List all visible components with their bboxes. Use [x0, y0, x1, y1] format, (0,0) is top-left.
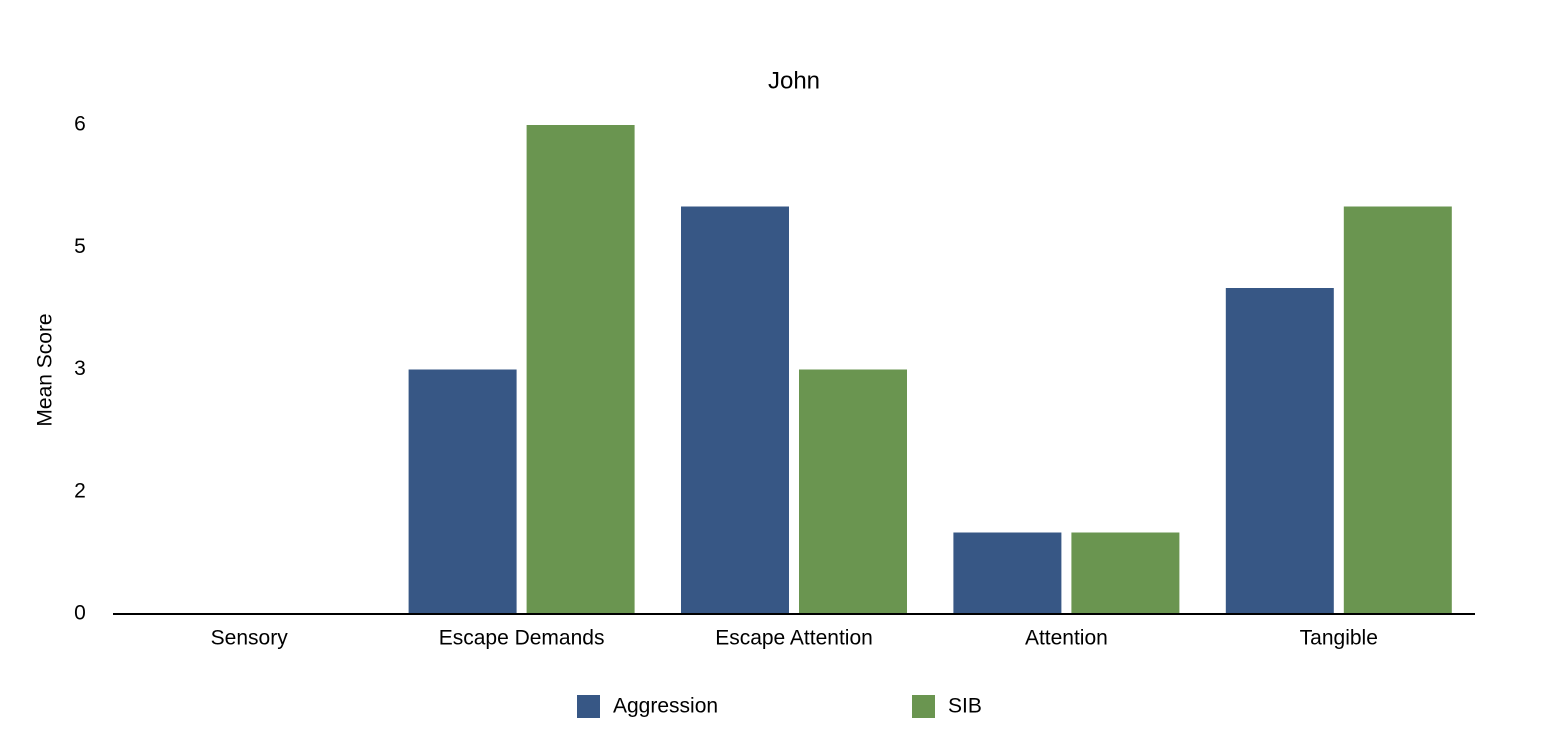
x-tick-label: Escape Demands: [439, 627, 605, 650]
bar: [526, 125, 635, 614]
y-tick-label: 5: [74, 235, 86, 258]
bar: [953, 532, 1062, 614]
x-tick-label: Sensory: [211, 627, 289, 650]
bar: [799, 369, 907, 614]
y-tick-label: 6: [74, 113, 86, 136]
bar: [1225, 288, 1334, 614]
x-tick-label: Escape Attention: [715, 627, 873, 650]
y-axis-label: Mean Score: [34, 313, 57, 426]
chart-title: John: [768, 67, 820, 94]
legend-label: Aggression: [613, 695, 718, 718]
legend-swatch: [912, 695, 935, 718]
x-tick-label: Attention: [1025, 627, 1108, 650]
y-tick-label: 2: [74, 479, 86, 502]
bar: [681, 206, 789, 614]
bar: [408, 369, 517, 614]
legend-swatch: [577, 695, 600, 718]
bar: [1071, 532, 1180, 614]
y-tick-label: 0: [74, 602, 86, 625]
y-tick-label: 3: [74, 357, 86, 380]
bar: [1343, 206, 1452, 614]
legend-label: SIB: [948, 695, 982, 718]
x-tick-label: Tangible: [1300, 627, 1378, 650]
